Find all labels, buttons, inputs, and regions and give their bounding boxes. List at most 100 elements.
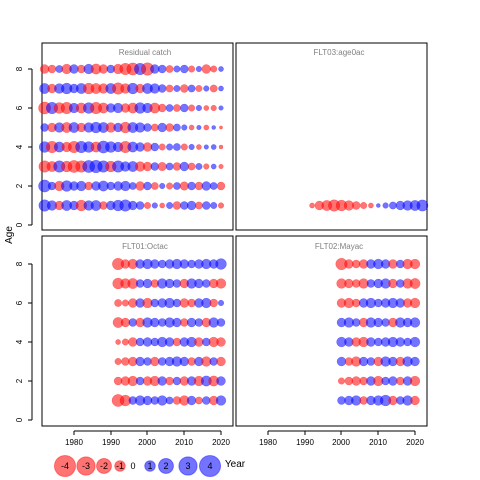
bubble-panel-0 (38, 62, 226, 212)
residual-bubble (157, 64, 167, 74)
residual-bubble (166, 201, 174, 210)
residual-bubble (172, 201, 182, 210)
x-tick-label: 2020 (212, 438, 230, 447)
y-tick-label: 4 (15, 339, 24, 344)
panel-title-flt01: FLT01:Octac (122, 242, 168, 251)
residual-bubble (202, 201, 211, 210)
y-tick-label: 8 (15, 261, 24, 266)
residual-bubble (173, 182, 181, 190)
residual-bubble (180, 84, 189, 93)
residual-bubble (98, 64, 109, 74)
y-tick-label: 2 (15, 378, 24, 383)
residual-bubble (187, 181, 196, 191)
legend-bubble (76, 456, 96, 476)
residual-bubble (121, 338, 129, 346)
residual-bubble (173, 84, 181, 93)
residual-bubble (114, 299, 122, 307)
residual-bubble (157, 376, 167, 386)
residual-bubble (210, 201, 218, 210)
residual-bubble (180, 143, 188, 151)
residual-bubble (135, 181, 145, 191)
legend-label: 0 (130, 461, 135, 471)
x-axis-title: Year (225, 459, 246, 470)
residual-bubble (410, 356, 420, 367)
residual-bubble (165, 84, 174, 93)
residual-bubble (150, 317, 160, 328)
y-tick-label: 2 (15, 183, 24, 188)
panel-title-flt03: FLT03:age0ac (314, 48, 365, 57)
residual-bubble (179, 181, 189, 191)
residual-bubble (150, 162, 160, 171)
residual-bubble (165, 123, 174, 132)
legend-bubble (114, 460, 126, 472)
residual-bubble (209, 84, 218, 93)
residual-bubble (366, 337, 376, 347)
legend-label: -1 (116, 461, 124, 471)
y-tick-label: 4 (15, 144, 24, 149)
y-tick-label: 8 (15, 66, 24, 71)
residual-bubble (203, 105, 210, 111)
residual-bubble (210, 65, 218, 73)
residual-bubble (128, 182, 137, 190)
residual-bubble (159, 202, 166, 209)
residual-bubble (157, 103, 167, 113)
legend-bubble (53, 454, 77, 478)
y-axis-bottom (28, 263, 33, 421)
residual-bubble (157, 161, 167, 172)
legend-label: 3 (185, 461, 190, 471)
residual-bubble (195, 84, 203, 93)
residual-bubble (351, 376, 361, 386)
legend-label: 1 (147, 461, 152, 471)
residual-bubble (173, 65, 181, 73)
residual-bubble (203, 163, 210, 170)
size-legend: -4 -3 -2 -1 0 1 2 3 4 (53, 454, 222, 478)
panel-frame-flt03 (235, 42, 428, 231)
residual-bubble (186, 200, 197, 211)
residual-bubble (218, 144, 224, 150)
residual-bubble (195, 396, 203, 405)
residual-bubble (157, 84, 167, 93)
x-axis-right (267, 430, 416, 435)
residual-bubble (157, 122, 167, 133)
residual-bubble (181, 124, 188, 131)
residual-bubble (218, 105, 224, 111)
residual-bubble (416, 199, 429, 212)
residual-bubble (159, 182, 166, 190)
legend-label: -4 (61, 461, 69, 471)
x-tick-label: 1980 (259, 438, 277, 447)
residual-bubble (211, 125, 216, 130)
x-tick-label: 2020 (406, 438, 424, 447)
legend-bubble (178, 456, 198, 476)
residual-bubble (215, 258, 227, 270)
residual-bubble (187, 84, 196, 93)
residual-bubble (209, 182, 218, 190)
residual-bubble (389, 201, 397, 210)
x-tick-label: 2000 (332, 438, 350, 447)
residual-bubble (215, 278, 227, 289)
y-axis-title: Age (4, 226, 15, 244)
residual-bubble (218, 163, 224, 170)
x-axis-left (73, 430, 222, 435)
x-tick-label: 1990 (296, 438, 314, 447)
residual-bubble (194, 337, 204, 347)
legend-label: -3 (82, 461, 90, 471)
residual-bubble (188, 65, 196, 73)
legend-bubble (198, 454, 222, 478)
residual-bubble (409, 375, 421, 387)
residual-bubble (201, 181, 212, 191)
residual-bubble (409, 278, 421, 289)
residual-bubble (195, 162, 203, 171)
residual-bubble (165, 65, 174, 73)
residual-bubble (143, 181, 152, 191)
residual-bubble (172, 317, 182, 328)
panel-frame-flt01 (41, 235, 234, 427)
y-tick-label: 0 (15, 222, 24, 227)
residual-bubble (180, 103, 189, 113)
residual-bubble (157, 395, 168, 406)
residual-bubble (382, 202, 389, 209)
x-tick-label: 1980 (65, 438, 83, 447)
residual-bubble (179, 161, 190, 172)
residual-bubble (143, 123, 152, 132)
bubble-panel-1 (309, 199, 429, 212)
residual-bubble (120, 317, 131, 328)
